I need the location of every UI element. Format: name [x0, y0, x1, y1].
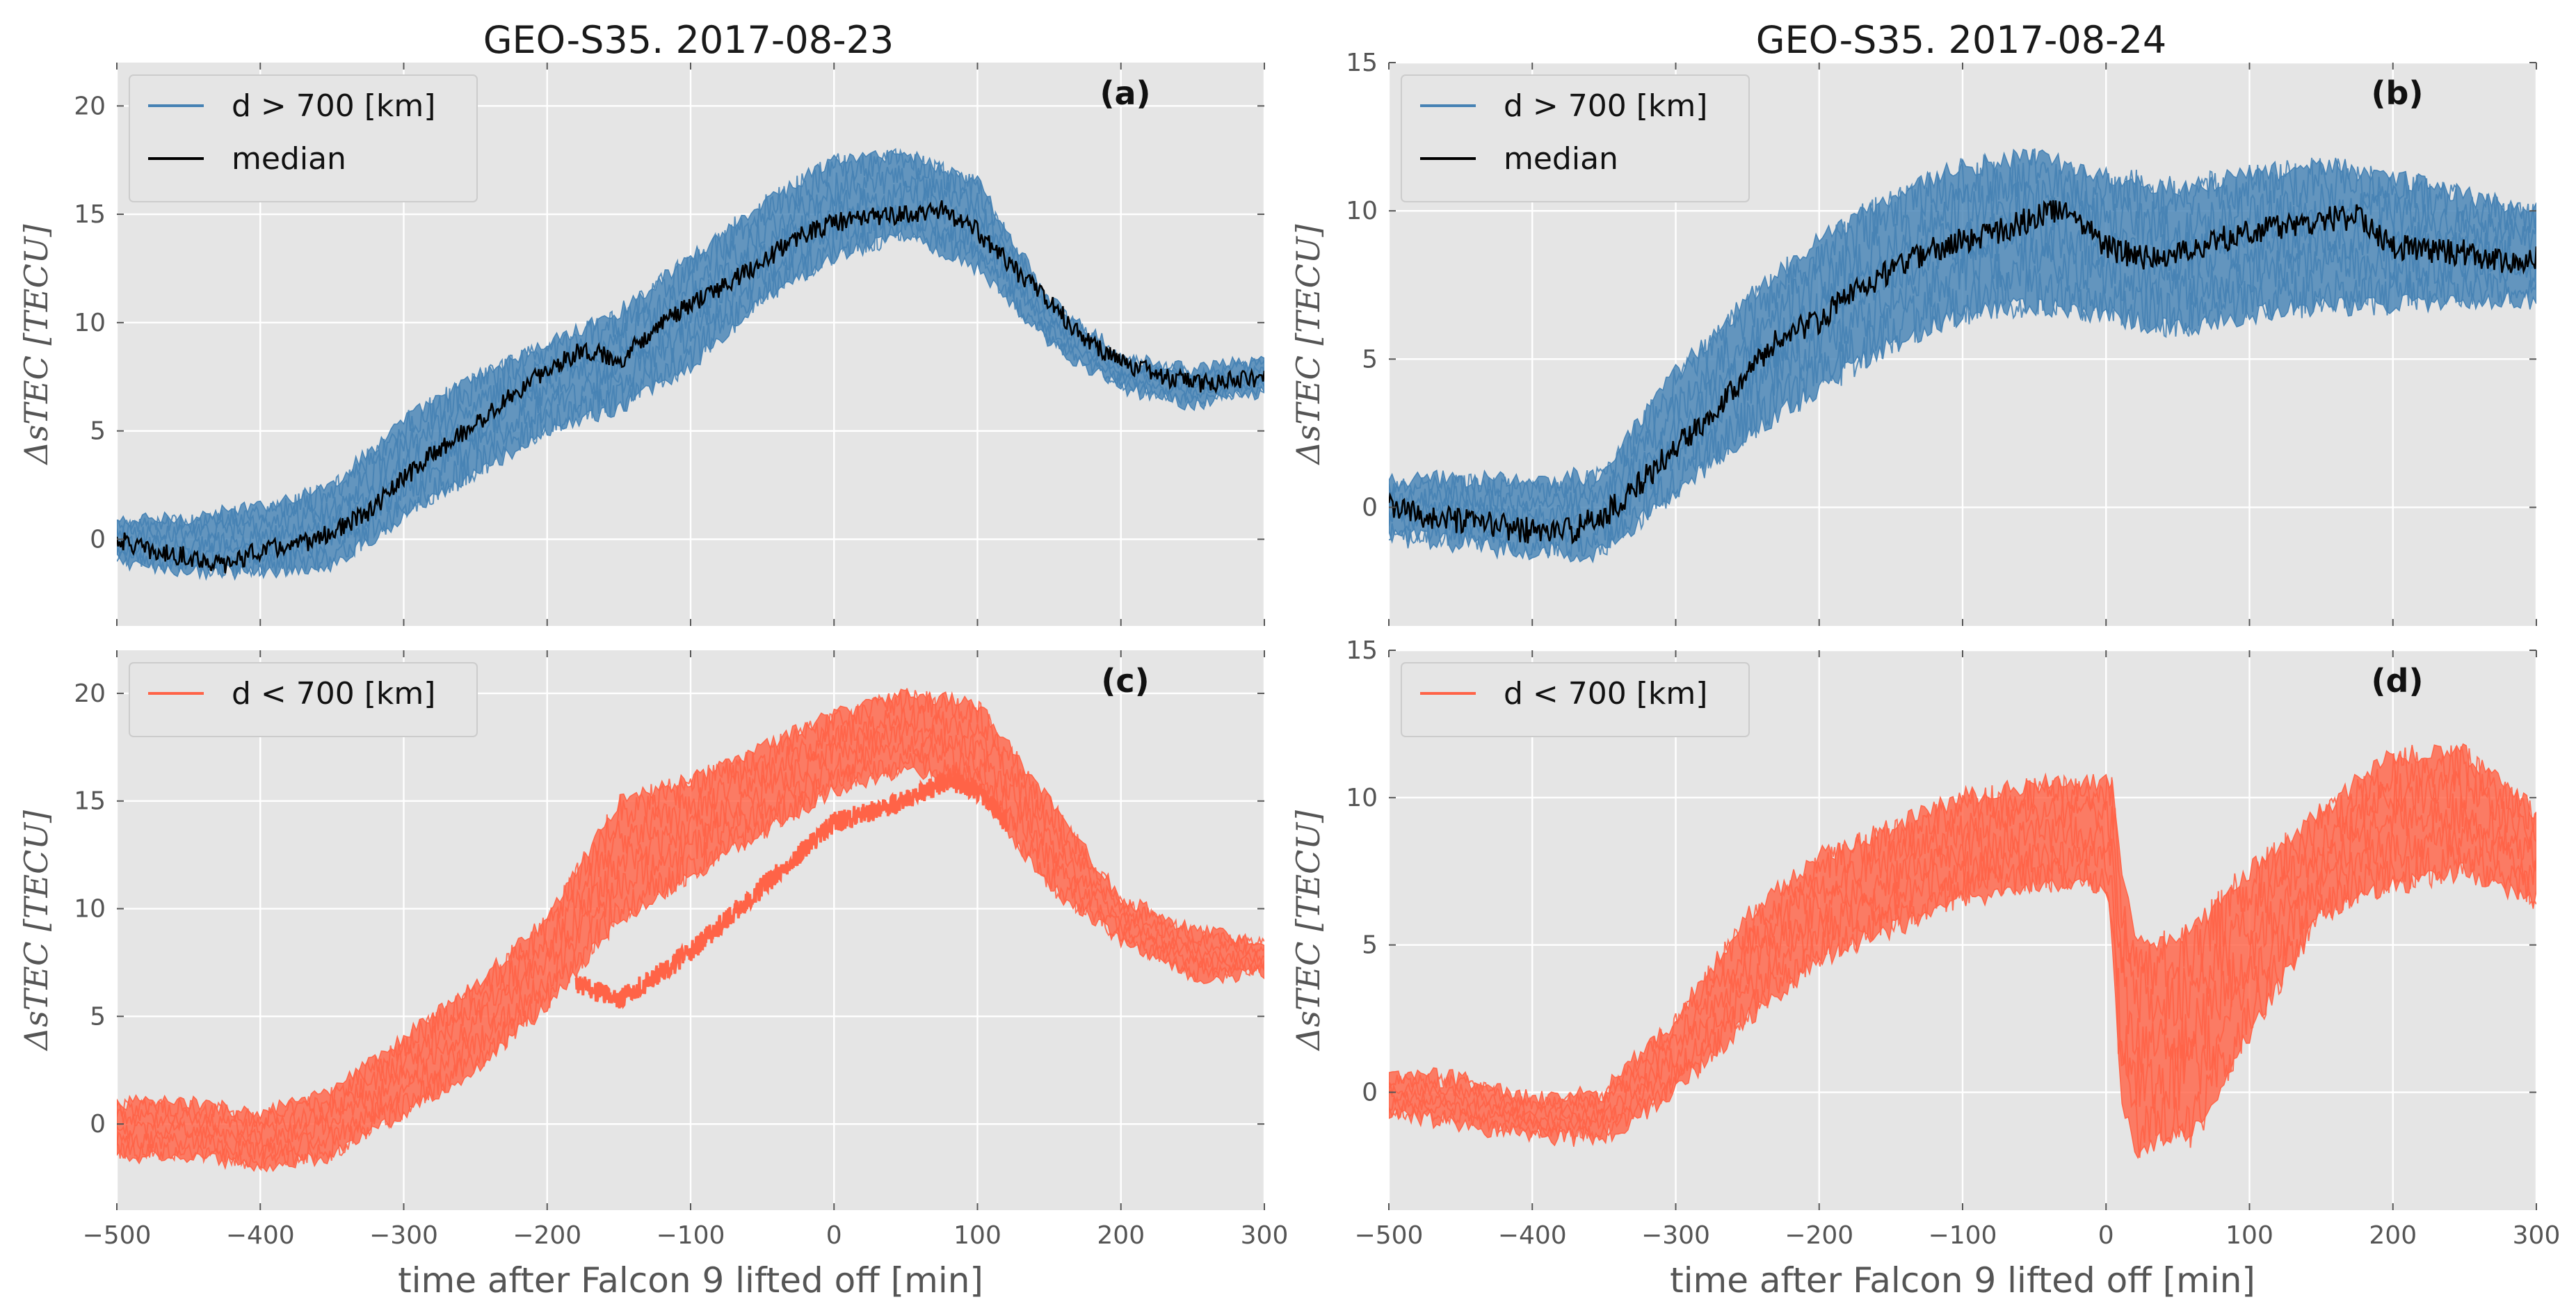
series-d-700-km--trace: [1389, 793, 2536, 1127]
y-tick-label: 10: [74, 895, 106, 924]
series-d-700-km--trace: [117, 718, 1264, 1150]
x-axis-label: time after Falcon 9 lifted off [min]: [398, 1260, 983, 1301]
series-d-700-km--band: [117, 150, 1264, 581]
y-tick-label: 15: [1346, 49, 1378, 77]
series-d-700-km--trace: [1389, 148, 2536, 503]
series-d-700-km--trace: [117, 704, 1264, 1139]
legend: d > 700 [km] median: [1401, 74, 1750, 202]
legend-label: median: [232, 141, 346, 177]
y-tick-label: 10: [1346, 197, 1378, 225]
column-title-left: GEO-S35. 2017-08-23: [483, 18, 894, 62]
series-d-700-km--trace: [117, 749, 1264, 1171]
series-group: [117, 147, 1264, 581]
y-tick-label: 15: [1346, 636, 1378, 665]
x-tick-label: 200: [1097, 1221, 1145, 1250]
panel-letter: (d): [2372, 662, 2424, 700]
y-axis-label: ΔsTEC [TECU]: [1289, 224, 1327, 465]
panel-letter: (a): [1100, 74, 1150, 112]
y-tick-label: 10: [1346, 784, 1378, 812]
legend-label: d > 700 [km]: [1504, 88, 1707, 124]
legend-label: d > 700 [km]: [232, 88, 435, 124]
panel-a: 0 5 10 15 20 ΔsTEC [TECU] (a) d > 700 [km] media…: [17, 63, 1266, 626]
series-median-line: [1389, 200, 2536, 545]
panel-c: 0 5 10 15 20 −500 −400 −300 −200 −100 0 100 200 300 Δs…: [17, 650, 1288, 1301]
y-tick-label: 20: [74, 679, 106, 708]
series-group: [117, 688, 1264, 1173]
series-d-700-km--trace: [117, 147, 1264, 534]
y-tick-label: 5: [1362, 931, 1378, 960]
legend: d < 700 [km]: [129, 662, 478, 737]
panel-letter: (b): [2372, 74, 2424, 112]
series-d-700-km--trace: [117, 218, 1264, 579]
legend-frame: [129, 74, 478, 202]
series-d-700-km--band: [1389, 743, 2536, 1159]
x-tick-label: −300: [369, 1221, 438, 1250]
x-tick-label: −200: [1785, 1221, 1853, 1250]
legend-label: d < 700 [km]: [1504, 676, 1707, 711]
x-tick-label: 200: [2369, 1221, 2417, 1250]
legend-frame: [129, 662, 478, 737]
y-tick-label: 5: [1362, 345, 1378, 373]
series-d-700-km--trace: [1389, 770, 2536, 1118]
series-group: [1389, 148, 2536, 564]
x-tick-label: 300: [2513, 1221, 2561, 1250]
legend-frame: [1401, 74, 1750, 202]
series-d-700-km--trace: [117, 181, 1264, 554]
x-tick-label: 300: [1241, 1221, 1289, 1250]
legend-frame: [1401, 662, 1750, 737]
panel-letter: (c): [1101, 662, 1149, 700]
series-d-700-km--band: [1389, 148, 2536, 564]
y-tick-label: 0: [90, 525, 106, 554]
y-tick-label: 20: [74, 92, 106, 120]
legend-label: d < 700 [km]: [232, 676, 435, 711]
y-tick-label: 0: [1362, 493, 1378, 522]
x-tick-label: −400: [1498, 1221, 1567, 1250]
series-d-700-km--trace: [117, 688, 1264, 1128]
panel-b: 0 5 10 15 ΔsTEC [TECU] (b) d > 700 [km] median: [1289, 49, 2538, 626]
x-tick-label: 100: [2225, 1221, 2273, 1250]
x-tick-label: 0: [826, 1221, 842, 1250]
y-tick-label: 15: [74, 200, 106, 229]
y-tick-label: 5: [90, 417, 106, 446]
legend: d < 700 [km]: [1401, 662, 1750, 737]
y-axis-label: ΔsTEC [TECU]: [1289, 810, 1327, 1052]
legend-label: median: [1504, 141, 1618, 177]
y-axis-label: ΔsTEC [TECU]: [17, 810, 55, 1052]
x-tick-label: −100: [657, 1221, 725, 1250]
series-d-700-km--trace: [117, 198, 1264, 567]
column-title-right: GEO-S35. 2017-08-24: [1756, 18, 2167, 62]
x-tick-label: −400: [226, 1221, 295, 1250]
x-tick-label: −500: [83, 1221, 152, 1250]
x-axis-label: time after Falcon 9 lifted off [min]: [1670, 1260, 2255, 1301]
y-tick-label: 0: [1362, 1079, 1378, 1107]
legend: d > 700 [km] median: [129, 74, 478, 202]
x-tick-label: 100: [953, 1221, 1001, 1250]
x-tick-label: 0: [2098, 1221, 2114, 1250]
y-tick-label: 0: [90, 1110, 106, 1139]
panel-d: 0 5 10 15 −500 −400 −300 −200 −100 0 100 200 300 ΔsTE…: [1289, 636, 2560, 1301]
x-tick-label: −200: [513, 1221, 581, 1250]
y-tick-label: 5: [90, 1002, 106, 1031]
series-d-700-km--trace: [1389, 817, 2536, 1133]
y-tick-label: 15: [74, 787, 106, 816]
series-d-700-km--trace: [1389, 844, 2536, 1158]
y-axis-label: ΔsTEC [TECU]: [17, 224, 55, 465]
y-tick-label: 10: [74, 309, 106, 337]
x-tick-label: −500: [1355, 1221, 1424, 1250]
series-d-700-km--trace: [1389, 209, 2536, 529]
series-d-700-km--trace: [117, 735, 1264, 1160]
x-tick-label: −100: [1929, 1221, 1997, 1250]
series-d-700-km--trace: [1389, 745, 2536, 1110]
series-low-arc-line: [574, 767, 1008, 1010]
series-d-700-km--trace: [1389, 265, 2536, 558]
series-median-line: [117, 200, 1264, 574]
x-tick-label: −300: [1641, 1221, 1710, 1250]
series-group: [1389, 743, 2536, 1159]
